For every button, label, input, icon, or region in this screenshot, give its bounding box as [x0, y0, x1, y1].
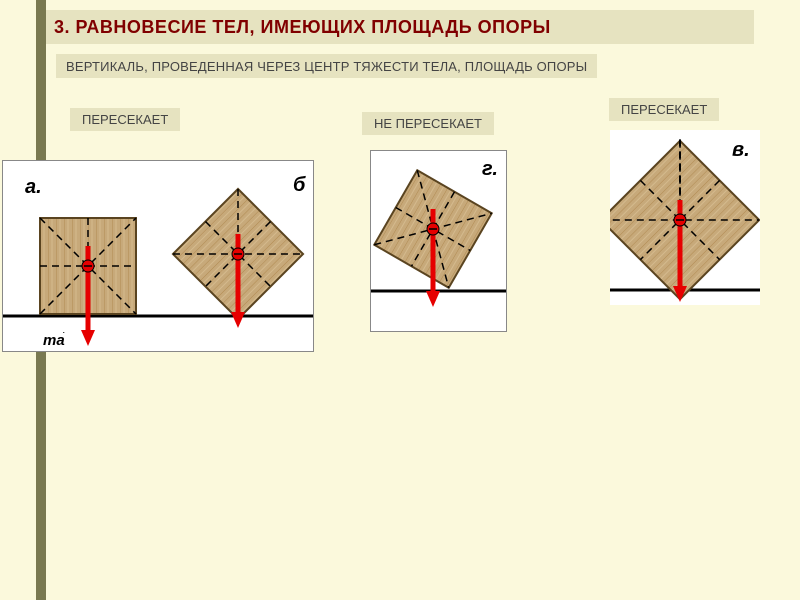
label-v-text: ПЕРЕСЕКАЕТ: [621, 102, 707, 117]
label-intersects-a: ПЕРЕСЕКАЕТ: [70, 108, 180, 131]
label-a-text: ПЕРЕСЕКАЕТ: [82, 112, 168, 127]
figure-a: а. б ma: [2, 160, 314, 352]
svg-text:а.: а.: [25, 176, 42, 198]
label-not-intersects: НЕ ПЕРЕСЕКАЕТ: [362, 112, 494, 135]
figure-v: в.: [610, 130, 760, 305]
figure-g: г.: [370, 150, 507, 332]
figure-v-svg: в.: [610, 130, 760, 305]
section-title: 3. РАВНОВЕСИЕ ТЕЛ, ИМЕЮЩИХ ПЛОЩАДЬ ОПОРЫ: [54, 17, 551, 38]
section-title-bar: 3. РАВНОВЕСИЕ ТЕЛ, ИМЕЮЩИХ ПЛОЩАДЬ ОПОРЫ: [46, 10, 754, 44]
svg-text:г.: г.: [482, 158, 498, 180]
subtitle-text: ВЕРТИКАЛЬ, ПРОВЕДЕННАЯ ЧЕРЕЗ ЦЕНТР ТЯЖЕС…: [66, 59, 587, 74]
label-g-text: НЕ ПЕРЕСЕКАЕТ: [374, 116, 482, 131]
svg-text:б: б: [293, 174, 306, 196]
figure-g-svg: г.: [371, 151, 506, 331]
svg-text:в.: в.: [732, 139, 750, 161]
label-intersects-v: ПЕРЕСЕКАЕТ: [609, 98, 719, 121]
figure-a-svg: а. б: [3, 161, 313, 351]
mg-vector-arrow: [41, 332, 69, 333]
subtitle-bar: ВЕРТИКАЛЬ, ПРОВЕДЕННАЯ ЧЕРЕЗ ЦЕНТР ТЯЖЕС…: [56, 54, 597, 78]
mg-label: ma: [43, 332, 65, 349]
